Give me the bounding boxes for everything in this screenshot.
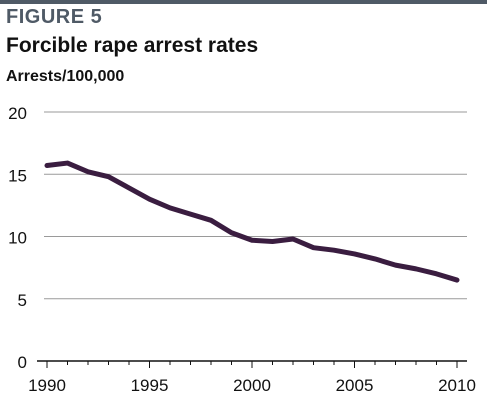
chart-title: Forcible rape arrest rates [6,34,259,57]
x-tick-label: 1990 [28,376,66,395]
y-tick-label: 10 [8,229,27,248]
figure-label: FIGURE 5 [6,6,103,28]
y-tick-label: 20 [8,104,27,123]
x-tick-label: 1995 [131,376,169,395]
x-tick-label: 2000 [233,376,271,395]
y-tick-label: 15 [8,166,27,185]
y-tick-label: 5 [18,291,27,310]
x-tick-label: 2010 [438,376,476,395]
top-rule [0,0,487,4]
y-axis-label: Arrests/100,000 [6,68,125,85]
series-line [44,160,460,283]
x-tick-label: 2005 [336,376,374,395]
y-tick-label: 0 [18,353,27,372]
